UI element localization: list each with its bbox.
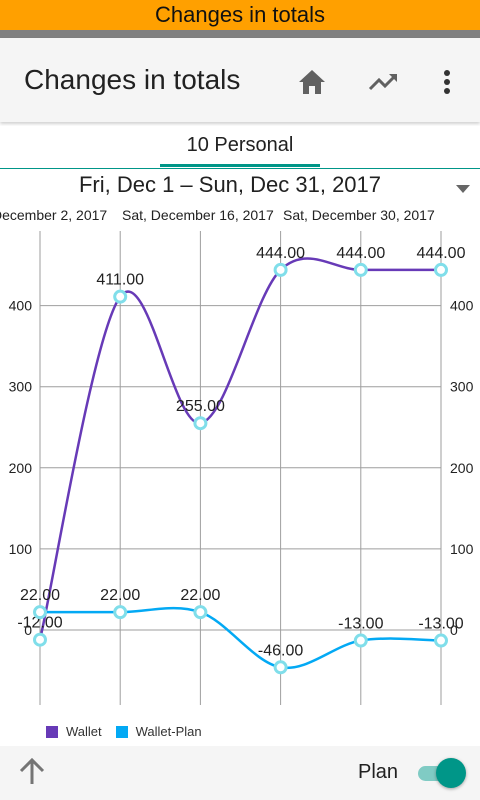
data-label-wallet: -12.00 bbox=[17, 615, 62, 632]
home-icon[interactable] bbox=[292, 64, 332, 100]
data-label-wallet: 255.00 bbox=[176, 398, 225, 415]
data-point-wallet bbox=[193, 416, 208, 431]
data-point-wallet-plan bbox=[113, 605, 128, 620]
y-tick-label-right: 400 bbox=[450, 298, 474, 314]
page-title: Changes in totals bbox=[24, 64, 241, 95]
legend-label-wallet: Wallet bbox=[66, 724, 102, 739]
more-vert-icon[interactable] bbox=[427, 64, 467, 100]
data-point-wallet-plan bbox=[193, 605, 208, 620]
y-tick-label-right: 0 bbox=[450, 622, 458, 638]
top-date-labels: December 2, 2017 Sat, December 16, 2017 … bbox=[0, 207, 480, 227]
tab-personal[interactable]: 10 Personal bbox=[186, 134, 294, 156]
data-point-wallet bbox=[273, 262, 288, 277]
data-point-wallet bbox=[113, 289, 128, 304]
data-label-wallet-plan: -13.00 bbox=[338, 616, 383, 633]
data-point-wallet bbox=[434, 262, 448, 277]
data-label-wallet: 444.00 bbox=[256, 245, 305, 262]
y-tick-label-left: 100 bbox=[9, 541, 33, 557]
legend-swatch-wallet-plan bbox=[115, 725, 128, 738]
data-point-wallet-plan bbox=[273, 660, 288, 675]
data-point-wallet bbox=[353, 262, 368, 277]
banner-title: Changes in totals bbox=[0, 0, 480, 30]
data-label-wallet: 411.00 bbox=[96, 272, 144, 289]
arrow-up-icon[interactable] bbox=[16, 756, 48, 788]
app-bar: Changes in totals bbox=[0, 38, 480, 122]
tab-indicator bbox=[160, 164, 320, 167]
date-range-label[interactable]: Fri, Dec 1 – Sun, Dec 31, 2017 bbox=[78, 172, 382, 197]
data-label-wallet: 444.00 bbox=[336, 245, 385, 262]
data-label-wallet-plan: -13.00 bbox=[418, 616, 463, 633]
y-tick-label-left: 0 bbox=[24, 622, 32, 638]
y-tick-label-right: 300 bbox=[450, 379, 474, 395]
chevron-down-icon[interactable] bbox=[456, 185, 470, 193]
y-tick-label-left: 400 bbox=[9, 298, 33, 314]
y-tick-label-left: 300 bbox=[9, 379, 33, 395]
data-point-wallet-plan bbox=[353, 633, 368, 648]
toggle-thumb bbox=[436, 758, 466, 788]
data-point-wallet-plan bbox=[434, 633, 448, 648]
top-date-label: December 2, 2017 bbox=[0, 207, 108, 223]
line-chart: 0 0 100 100 200 200 300 300 400 400 -12.00 411.00 25… bbox=[9, 231, 474, 705]
series-line-wallet bbox=[38, 257, 441, 641]
data-label-wallet: 444.00 bbox=[417, 245, 466, 262]
legend-swatch-wallet bbox=[46, 725, 58, 738]
top-date-label: Sat, December 16, 2017 bbox=[122, 207, 274, 223]
y-tick-label-right: 200 bbox=[450, 460, 474, 476]
plan-label: Plan bbox=[358, 761, 399, 783]
data-point-wallet-plan bbox=[33, 605, 47, 620]
top-date-label: Sat, December 30, 2017 bbox=[283, 207, 435, 223]
data-label-wallet-plan: 22.00 bbox=[180, 587, 220, 604]
data-label-wallet-plan: 22.00 bbox=[100, 587, 140, 604]
y-tick-label-left: 200 bbox=[9, 460, 33, 476]
data-label-wallet-plan: -46.00 bbox=[258, 642, 303, 659]
tab-divider bbox=[0, 168, 480, 169]
data-label-wallet-plan: 22.00 bbox=[20, 587, 60, 604]
banner-divider bbox=[0, 30, 480, 38]
plan-toggle[interactable] bbox=[414, 758, 470, 788]
data-point-wallet bbox=[33, 632, 47, 647]
tab-bar: 10 Personal bbox=[0, 126, 480, 170]
legend-label-wallet-plan: Wallet-Plan bbox=[135, 724, 202, 739]
trending-up-icon[interactable] bbox=[364, 64, 404, 100]
y-tick-label-right: 100 bbox=[450, 541, 474, 557]
chart-legend: Wallet Wallet-Plan bbox=[46, 724, 202, 739]
bottom-bar: Plan bbox=[0, 746, 480, 800]
